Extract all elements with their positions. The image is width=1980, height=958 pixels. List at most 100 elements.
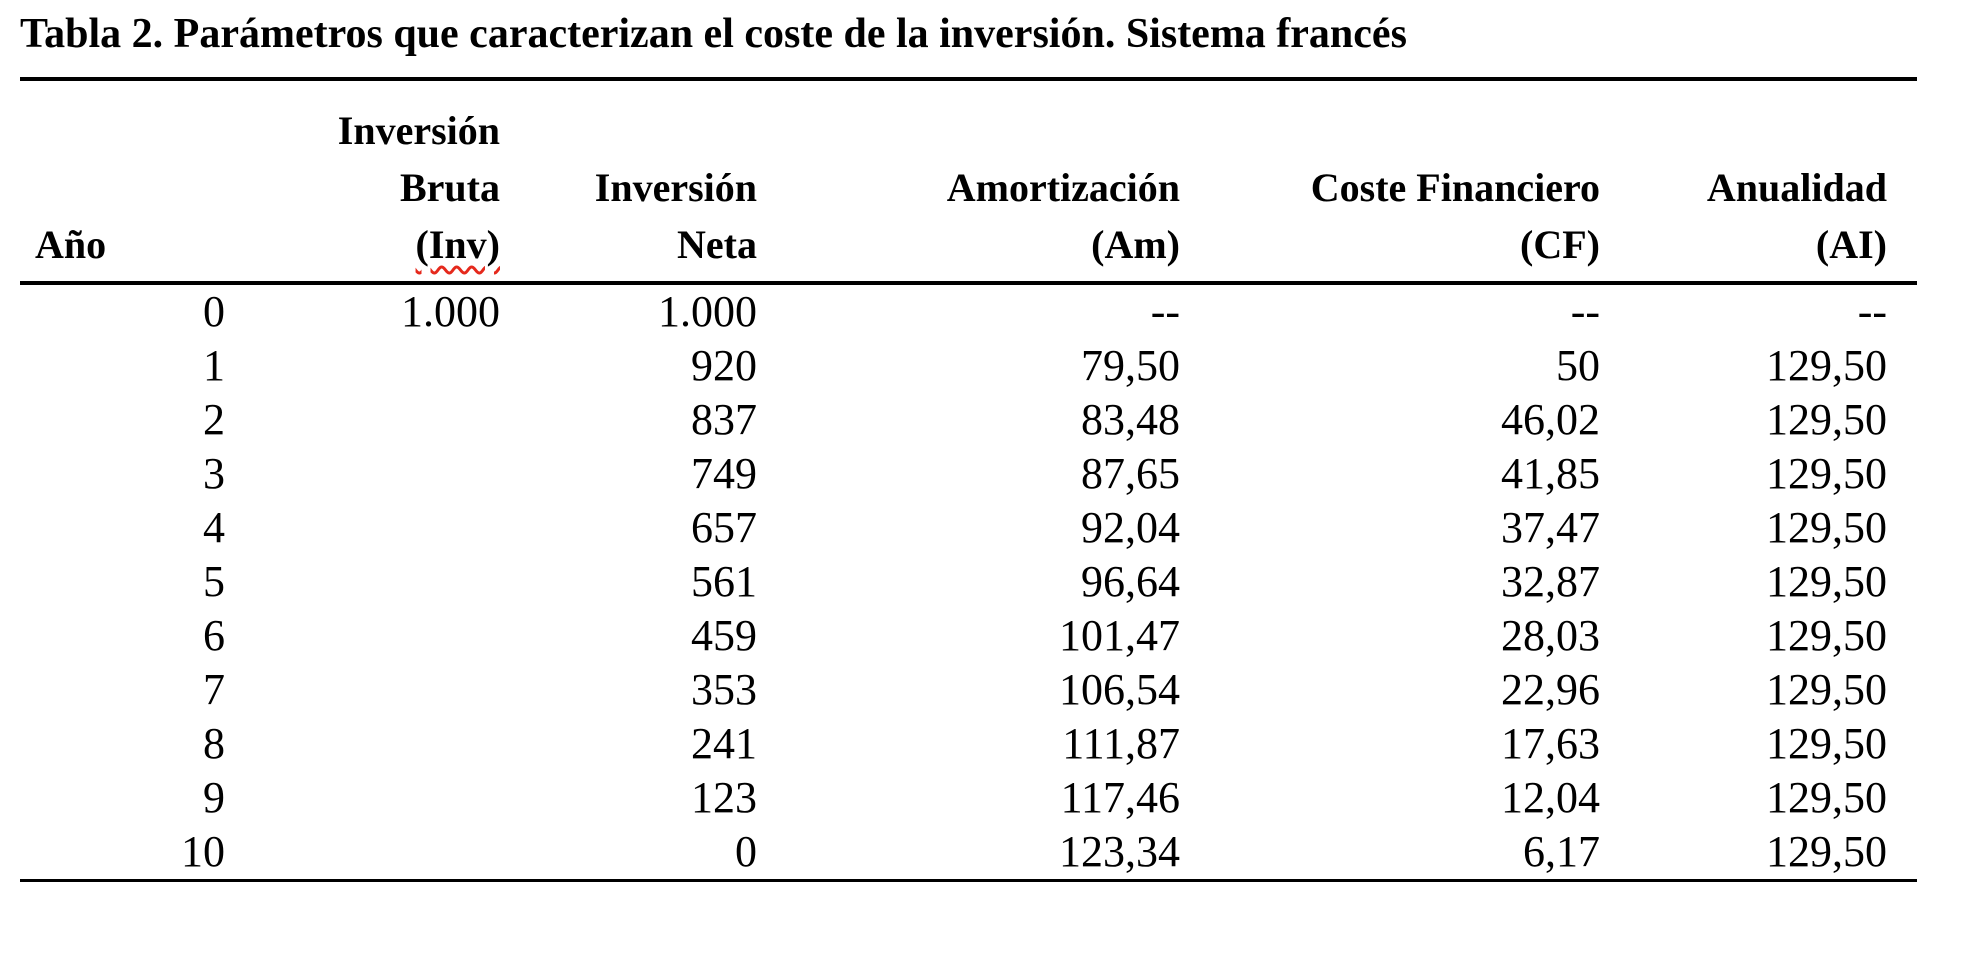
cell-inversion-bruta	[233, 825, 508, 881]
table-row: 1 920 79,50 50 129,50	[20, 339, 1917, 393]
col-header-line: Inversión	[337, 108, 500, 154]
cell-anualidad: 129,50	[1766, 557, 1887, 607]
cell-inversion-bruta	[233, 555, 508, 609]
cell-anualidad: 129,50	[1766, 773, 1887, 823]
cell-ano: 4	[203, 503, 225, 553]
cell-anualidad: 129,50	[1766, 719, 1887, 769]
cell-amortizacion: 106,54	[1059, 665, 1180, 715]
cell-anualidad: 129,50	[1766, 395, 1887, 445]
cell-inversion-neta: 837	[691, 395, 757, 445]
data-table: Año Inversión Bruta (Inv) Inversión Neta…	[20, 77, 1917, 883]
cell-inversion-neta: 0	[735, 827, 757, 877]
cell-inversion-bruta	[233, 339, 508, 393]
cell-amortizacion: 101,47	[1059, 611, 1180, 661]
table-row: 6 459 101,47 28,03 129,50	[20, 609, 1917, 663]
table-row: 10 0 123,34 6,17 129,50	[20, 825, 1917, 881]
cell-amortizacion: 83,48	[1081, 395, 1180, 445]
cell-amortizacion: 79,50	[1081, 341, 1180, 391]
cell-anualidad: 129,50	[1766, 449, 1887, 499]
col-header-ano: Año	[20, 79, 233, 283]
table-row: 7 353 106,54 22,96 129,50	[20, 663, 1917, 717]
cell-ano: 8	[203, 719, 225, 769]
cell-ano: 1	[203, 341, 225, 391]
cell-inversion-neta: 123	[691, 773, 757, 823]
cell-anualidad: 129,50	[1766, 341, 1887, 391]
cell-ano: 0	[203, 287, 225, 337]
cell-inversion-neta: 353	[691, 665, 757, 715]
cell-inversion-bruta	[233, 447, 508, 501]
cell-coste-financiero: 46,02	[1501, 395, 1600, 445]
cell-inversion-bruta	[233, 771, 508, 825]
spellcheck-underlined-text: (Inv)	[415, 222, 500, 268]
cell-coste-financiero: --	[1570, 287, 1600, 337]
cell-coste-financiero: 6,17	[1523, 827, 1600, 877]
cell-ano: 9	[203, 773, 225, 823]
col-header-line: Neta	[677, 222, 757, 268]
cell-amortizacion: 96,64	[1081, 557, 1180, 607]
cell-anualidad: 129,50	[1766, 665, 1887, 715]
cell-amortizacion: 117,46	[1060, 773, 1180, 823]
cell-ano: 3	[203, 449, 225, 499]
cell-ano: 6	[203, 611, 225, 661]
col-header-line: Amortización	[946, 165, 1180, 211]
table-row: 8 241 111,87 17,63 129,50	[20, 717, 1917, 771]
cell-inversion-bruta	[233, 501, 508, 555]
cell-inversion-bruta: 1.000	[401, 287, 500, 337]
cell-ano: 2	[203, 395, 225, 445]
cell-inversion-neta: 920	[691, 341, 757, 391]
cell-amortizacion: 111,87	[1062, 719, 1180, 769]
col-header-line: Coste Financiero	[1310, 165, 1600, 211]
col-header-line: (Am)	[1091, 222, 1180, 268]
cell-coste-financiero: 28,03	[1501, 611, 1600, 661]
cell-amortizacion: 123,34	[1059, 827, 1180, 877]
cell-inversion-bruta	[233, 393, 508, 447]
col-header-line: Anualidad	[1706, 165, 1887, 211]
col-header-line: (AI)	[1815, 222, 1887, 268]
col-header-line: Inversión	[594, 165, 757, 211]
col-header-anualidad: Anualidad (AI)	[1608, 79, 1917, 283]
cell-coste-financiero: 17,63	[1501, 719, 1600, 769]
cell-inversion-neta: 749	[691, 449, 757, 499]
col-header-coste-financiero: Coste Financiero (CF)	[1188, 79, 1608, 283]
table-row: 4 657 92,04 37,47 129,50	[20, 501, 1917, 555]
cell-ano: 10	[181, 827, 225, 877]
cell-anualidad: 129,50	[1766, 611, 1887, 661]
cell-inversion-bruta	[233, 663, 508, 717]
cell-amortizacion: --	[1150, 287, 1180, 337]
cell-inversion-neta: 561	[691, 557, 757, 607]
cell-coste-financiero: 41,85	[1501, 449, 1600, 499]
cell-inversion-neta: 241	[691, 719, 757, 769]
cell-inversion-neta: 459	[691, 611, 757, 661]
cell-inversion-bruta	[233, 609, 508, 663]
cell-amortizacion: 87,65	[1081, 449, 1180, 499]
cell-coste-financiero: 50	[1556, 341, 1600, 391]
col-header-line: (CF)	[1520, 222, 1600, 268]
cell-coste-financiero: 22,96	[1501, 665, 1600, 715]
header-row: Año Inversión Bruta (Inv) Inversión Neta…	[20, 79, 1917, 284]
cell-anualidad: --	[1857, 287, 1887, 337]
table-row: 5 561 96,64 32,87 129,50	[20, 555, 1917, 609]
table-row: 9 123 117,46 12,04 129,50	[20, 771, 1917, 825]
table-body: 0 1.000 1.000 -- -- -- 1 920 79,50 50 129,50 2 837 83…	[20, 283, 1917, 881]
cell-coste-financiero: 32,87	[1501, 557, 1600, 607]
col-header-line: (Inv)	[233, 216, 500, 273]
table-row: 0 1.000 1.000 -- -- --	[20, 283, 1917, 339]
cell-inversion-bruta	[233, 717, 508, 771]
cell-ano: 5	[203, 557, 225, 607]
cell-inversion-neta: 657	[691, 503, 757, 553]
col-header-inversion-bruta: Inversión Bruta (Inv)	[233, 79, 508, 283]
table-header: Año Inversión Bruta (Inv) Inversión Neta…	[20, 79, 1917, 284]
col-header-line: Año	[35, 222, 107, 268]
col-header-line: Bruta	[400, 165, 500, 211]
table-row: 3 749 87,65 41,85 129,50	[20, 447, 1917, 501]
cell-coste-financiero: 37,47	[1501, 503, 1600, 553]
cell-inversion-neta: 1.000	[658, 287, 757, 337]
cell-anualidad: 129,50	[1766, 503, 1887, 553]
cell-ano: 7	[203, 665, 225, 715]
cell-anualidad: 129,50	[1766, 827, 1887, 877]
col-header-inversion-neta: Inversión Neta	[508, 79, 765, 283]
table-title: Tabla 2. Parámetros que caracterizan el …	[20, 11, 1407, 57]
cell-amortizacion: 92,04	[1081, 503, 1180, 553]
col-header-amortizacion: Amortización (Am)	[765, 79, 1188, 283]
cell-coste-financiero: 12,04	[1501, 773, 1600, 823]
